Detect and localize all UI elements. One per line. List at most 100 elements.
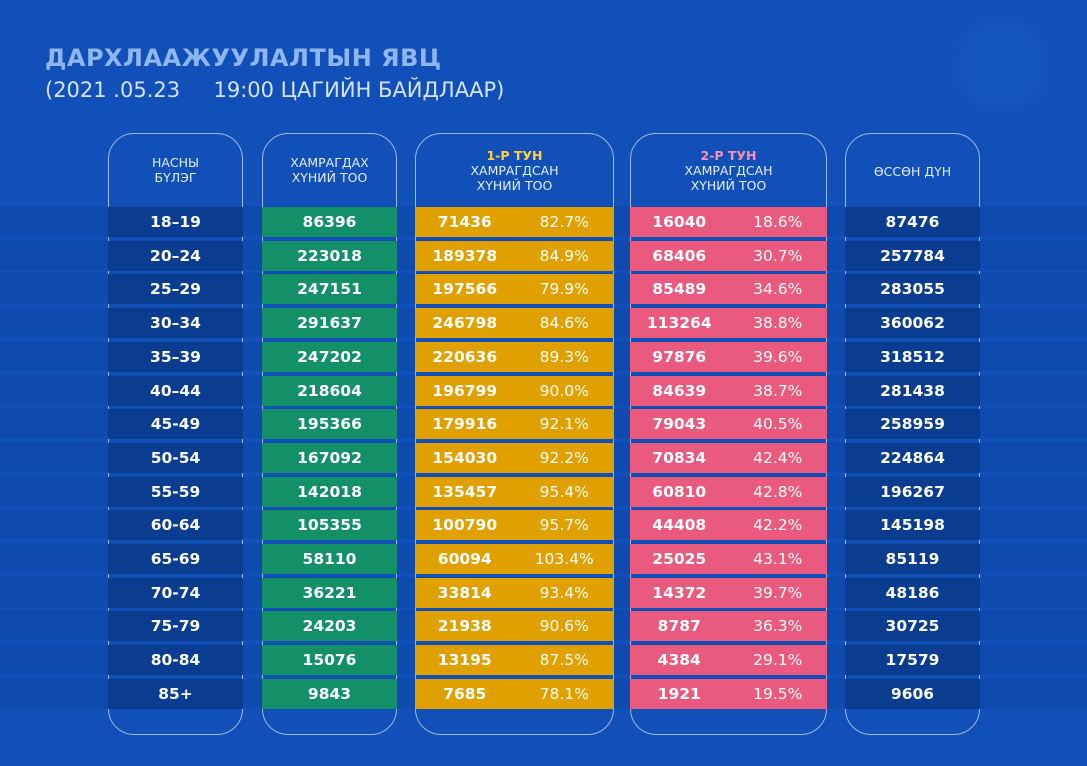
- header-line: НАСНЫ: [151, 155, 200, 170]
- age-cell: 30–34: [108, 308, 243, 339]
- percent-value: 87.5%: [539, 651, 589, 670]
- first-dose-cell: 179916 92.1%: [415, 409, 614, 440]
- count-value: 30725: [885, 617, 940, 636]
- age-cell: 80-84: [108, 645, 243, 676]
- percent-value: 30.7%: [753, 246, 803, 265]
- count-value: 25–29: [150, 280, 201, 299]
- percent-value: 90.6%: [539, 617, 589, 636]
- percent-value: 29.1%: [753, 651, 803, 670]
- count-value: 196267: [880, 482, 945, 501]
- percent-value: 42.4%: [753, 448, 803, 467]
- percent-value: 92.2%: [539, 448, 589, 467]
- count-value: 223018: [297, 246, 362, 265]
- percent-value: 18.6%: [753, 213, 803, 231]
- count-value: 87476: [885, 213, 940, 231]
- target-cell: 24203: [262, 611, 397, 642]
- percent-value: 19.5%: [753, 684, 803, 703]
- first-dose-cell: 60094 103.4%: [415, 544, 614, 574]
- total-cell: 9606: [845, 678, 980, 709]
- second-dose-cell: 14372 39.7%: [630, 577, 827, 608]
- count-value: 86396: [302, 213, 357, 231]
- count-value: 154030: [432, 448, 498, 467]
- percent-value: 42.2%: [753, 516, 803, 535]
- percent-value: 90.0%: [539, 381, 589, 400]
- count-value: 15076: [302, 651, 357, 670]
- total-cell: 48186: [845, 577, 980, 608]
- count-value: 60810: [652, 482, 707, 501]
- second-dose-cell: 44408 42.2%: [630, 510, 827, 541]
- total-cell: 87476: [845, 207, 980, 237]
- column-header: НАСНЫ БҮЛЭГ: [109, 134, 242, 206]
- count-value: 80-84: [150, 651, 201, 670]
- target-cell: 247202: [262, 341, 397, 372]
- second-dose-cell: 85489 34.6%: [630, 274, 827, 305]
- count-value: 79043: [652, 415, 707, 434]
- first-dose-cell: 7685 78.1%: [415, 678, 614, 709]
- target-cell: 167092: [262, 442, 397, 473]
- percent-value: 84.9%: [539, 246, 589, 265]
- count-value: 35–39: [150, 347, 201, 366]
- second-dose-cell: 113264 38.8%: [630, 308, 827, 339]
- column-header: 1-Р ТУН ХАМРАГДСАН ХҮНИЙ ТОО: [416, 134, 613, 206]
- target-population-column: ХАМРАГДАХ ХҮНИЙ ТОО 86396 223018 247151 291…: [262, 133, 397, 735]
- total-cell: 17579: [845, 645, 980, 676]
- header-line: БҮЛЭГ: [154, 170, 197, 185]
- count-value: 70834: [652, 448, 707, 467]
- percent-value: 42.8%: [753, 482, 803, 501]
- target-cell: 86396: [262, 207, 397, 237]
- age-cell: 65-69: [108, 544, 243, 574]
- age-cell: 18–19: [108, 207, 243, 237]
- age-cell: 35–39: [108, 341, 243, 372]
- header-line: ХҮНИЙ ТОО: [476, 177, 553, 193]
- percent-value: 36.3%: [753, 617, 803, 636]
- second-dose-cell: 97876 39.6%: [630, 341, 827, 372]
- second-dose-cell: 70834 42.4%: [630, 442, 827, 473]
- second-dose-cell: 79043 40.5%: [630, 409, 827, 440]
- first-dose-cell: 13195 87.5%: [415, 645, 614, 676]
- count-value: 20–24: [150, 246, 201, 265]
- percent-value: 103.4%: [534, 550, 594, 568]
- count-value: 24203: [302, 617, 357, 636]
- first-dose-cell: 100790 95.7%: [415, 510, 614, 541]
- second-dose-cell: 1921 19.5%: [630, 678, 827, 709]
- second-dose-cell: 8787 36.3%: [630, 611, 827, 642]
- header-line: ӨССӨН ДҮН: [873, 164, 952, 179]
- second-dose-cell: 84639 38.7%: [630, 375, 827, 406]
- count-value: 18–19: [150, 213, 201, 231]
- count-value: 179916: [432, 415, 498, 434]
- count-value: 60094: [437, 550, 492, 568]
- count-value: 85+: [158, 684, 193, 703]
- count-value: 17579: [885, 651, 940, 670]
- total-cell: 145198: [845, 510, 980, 541]
- age-cell: 20–24: [108, 240, 243, 271]
- age-cell: 40–44: [108, 375, 243, 406]
- age-cell: 60-64: [108, 510, 243, 541]
- header-line: ХАМРАГДСАН: [470, 162, 559, 178]
- first-dose-cell: 154030 92.2%: [415, 442, 614, 473]
- first-dose-cell: 33814 93.4%: [415, 577, 614, 608]
- count-value: 7685: [443, 684, 487, 703]
- total-cell: 196267: [845, 476, 980, 507]
- count-value: 14372: [652, 583, 707, 602]
- count-value: 4384: [657, 651, 701, 670]
- total-cell: 85119: [845, 544, 980, 574]
- percent-value: 84.6%: [539, 314, 589, 333]
- column-header: ХАМРАГДАХ ХҮНИЙ ТОО: [263, 134, 396, 206]
- count-value: 189378: [432, 246, 498, 265]
- count-value: 167092: [297, 448, 362, 467]
- percent-value: 38.8%: [753, 314, 803, 333]
- count-value: 8787: [657, 617, 701, 636]
- count-value: 55-59: [150, 482, 201, 501]
- age-cell: 85+: [108, 678, 243, 709]
- percent-value: 39.6%: [753, 347, 803, 366]
- target-cell: 218604: [262, 375, 397, 406]
- count-value: 70-74: [150, 583, 201, 602]
- target-cell: 291637: [262, 308, 397, 339]
- count-value: 196799: [432, 381, 498, 400]
- percent-value: 43.1%: [753, 550, 803, 568]
- count-value: 65-69: [150, 550, 201, 568]
- percent-value: 40.5%: [753, 415, 803, 434]
- first-dose-column: 1-Р ТУН ХАМРАГДСАН ХҮНИЙ ТОО 71436 82.7% 1…: [415, 133, 614, 735]
- count-value: 75-79: [150, 617, 201, 636]
- count-value: 257784: [880, 246, 945, 265]
